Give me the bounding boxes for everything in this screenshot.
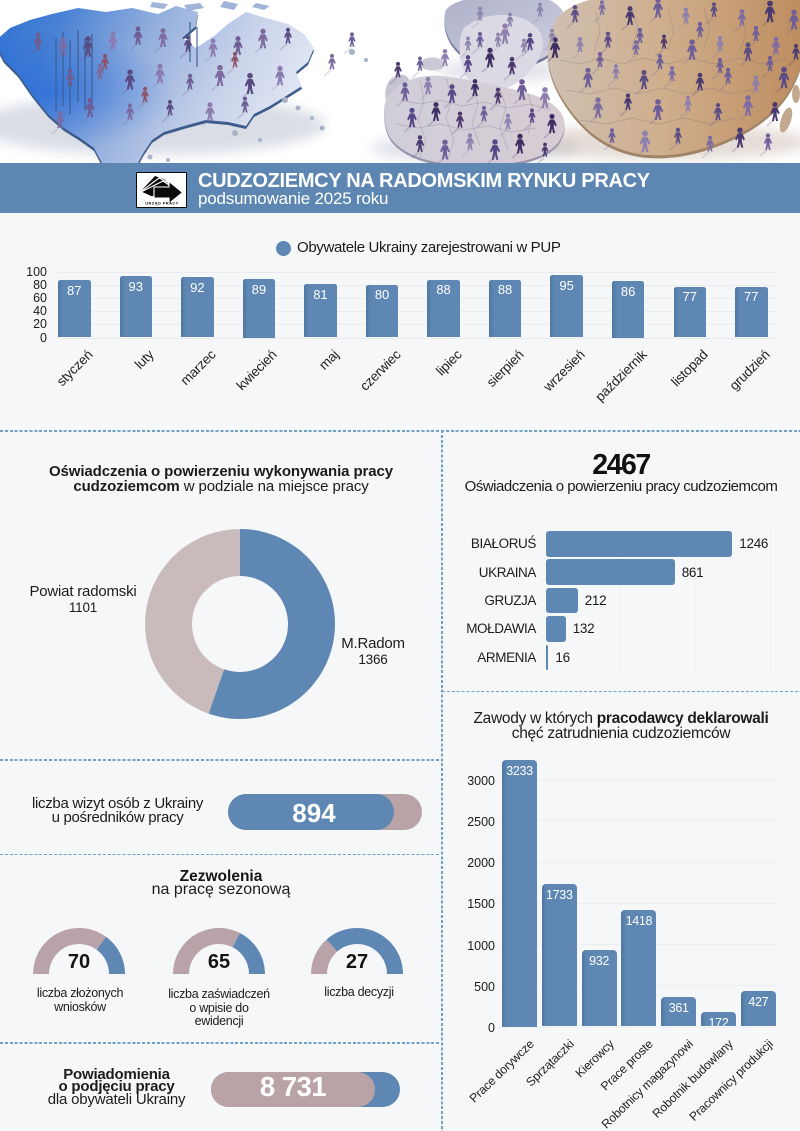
svg-text:URZĄD PRACY: URZĄD PRACY: [145, 200, 179, 205]
